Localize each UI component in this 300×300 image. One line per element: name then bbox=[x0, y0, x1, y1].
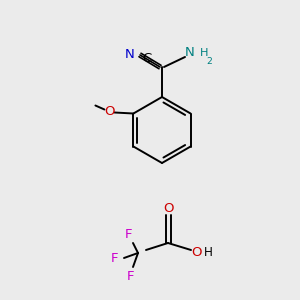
Text: O: O bbox=[104, 105, 115, 118]
Text: C: C bbox=[142, 52, 152, 64]
Text: N: N bbox=[125, 47, 135, 61]
Text: H: H bbox=[200, 48, 208, 58]
Text: O: O bbox=[163, 202, 173, 214]
Text: N: N bbox=[184, 46, 194, 59]
Text: F: F bbox=[111, 251, 119, 265]
Text: O: O bbox=[191, 247, 201, 260]
Text: 2: 2 bbox=[206, 57, 212, 66]
Text: F: F bbox=[126, 269, 134, 283]
Text: H: H bbox=[204, 247, 212, 260]
Text: F: F bbox=[124, 227, 132, 241]
